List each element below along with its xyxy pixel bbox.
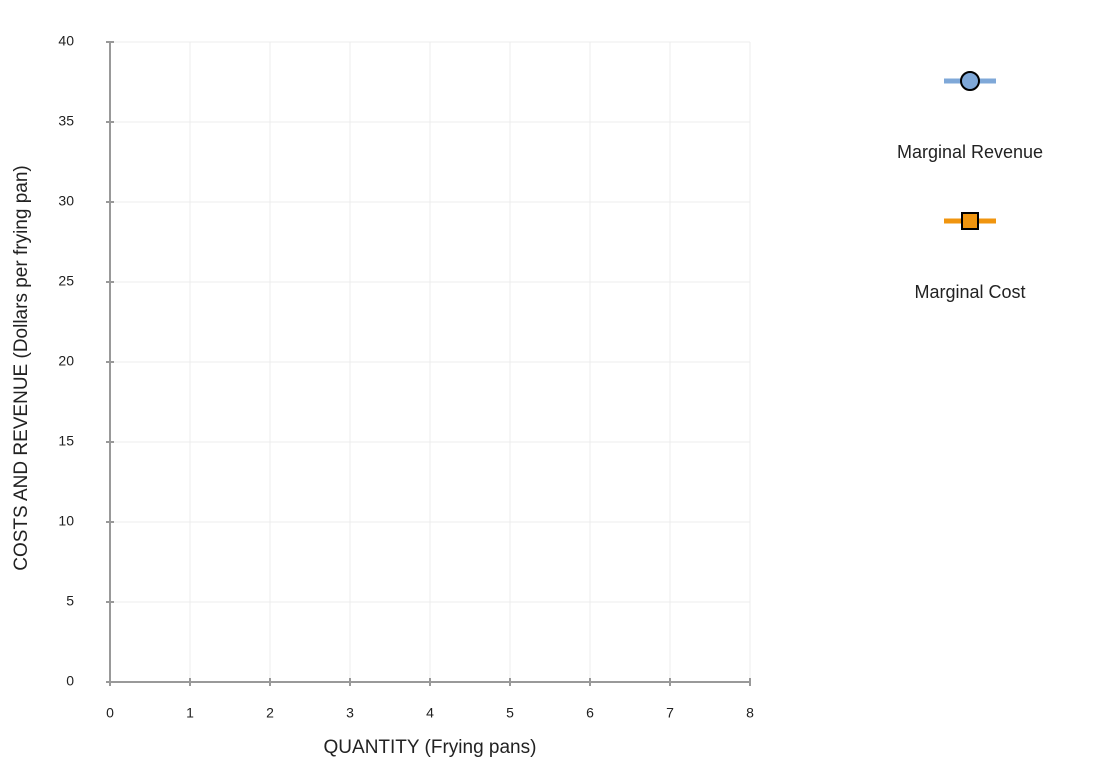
x-tick-label: 0 — [106, 705, 114, 721]
legend-marker[interactable] — [960, 71, 980, 91]
x-tick-label: 6 — [586, 705, 594, 721]
legend-label[interactable]: Marginal Revenue — [897, 142, 1043, 162]
y-tick-label: 30 — [58, 193, 74, 209]
y-tick-label: 20 — [58, 353, 74, 369]
x-tick-label: 5 — [506, 705, 514, 721]
x-axis-title: QUANTITY (Frying pans) — [324, 737, 537, 758]
y-tick-label: 25 — [58, 273, 74, 289]
y-tick-label: 10 — [58, 513, 74, 529]
legend-marker[interactable] — [961, 212, 979, 230]
y-tick-label: 35 — [58, 113, 74, 129]
x-tick-label: 3 — [346, 705, 354, 721]
y-tick-label: 0 — [66, 673, 74, 689]
x-tick-label: 1 — [186, 705, 194, 721]
x-tick-label: 2 — [266, 705, 274, 721]
y-tick-label: 5 — [66, 593, 74, 609]
x-tick-label: 7 — [666, 705, 674, 721]
legend-label[interactable]: Marginal Cost — [914, 282, 1025, 302]
y-tick-label: 15 — [58, 433, 74, 449]
x-tick-label: 4 — [426, 705, 434, 721]
y-axis-title: COSTS AND REVENUE (Dollars per frying pa… — [11, 165, 32, 570]
y-tick-label: 40 — [58, 33, 74, 49]
x-tick-label: 8 — [746, 705, 754, 721]
